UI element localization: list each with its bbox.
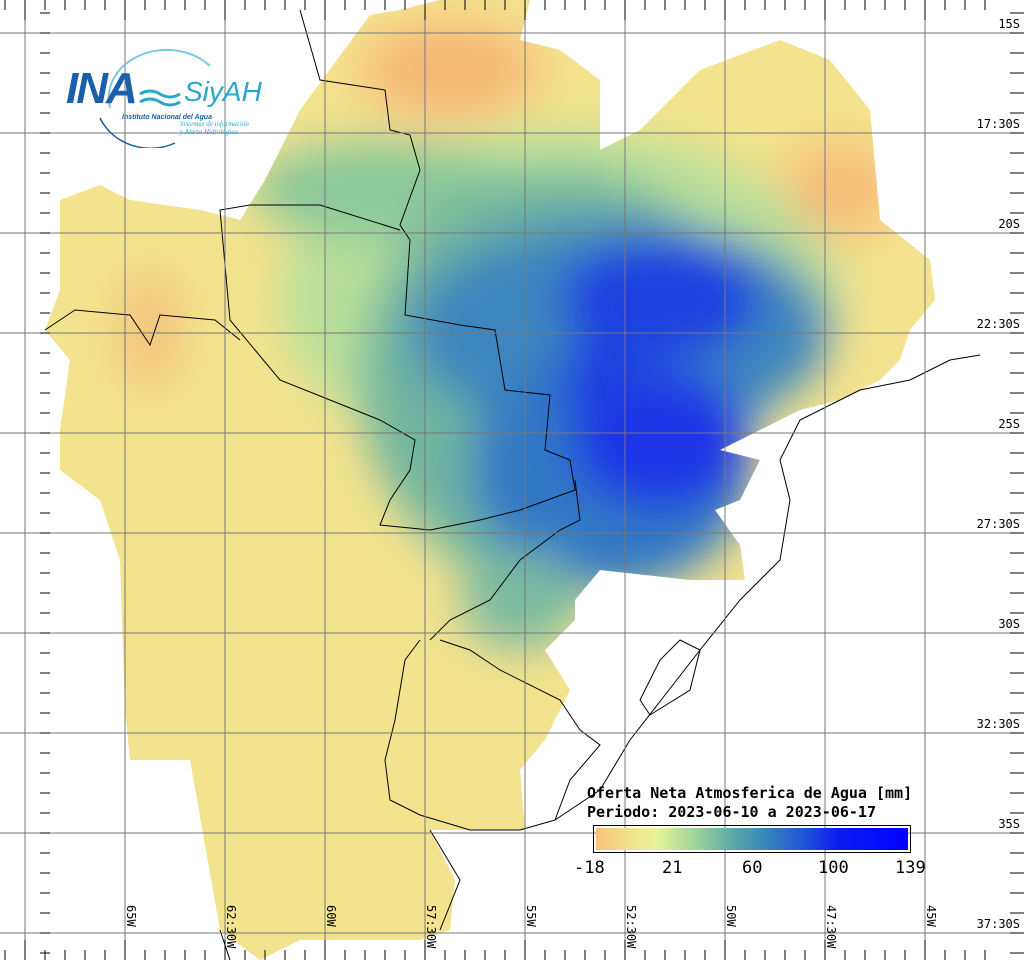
longitude-label: 55W — [524, 905, 538, 927]
latitude-label: 20S — [998, 217, 1020, 231]
longitude-label: 60W — [324, 905, 338, 927]
logo-system-line2: y Alerta Hidrológico — [180, 128, 238, 136]
longitude-label: 57:30W — [424, 905, 438, 949]
legend-title: Oferta Neta Atmosferica de Agua [mm] Peri… — [587, 784, 912, 822]
latitude-label: 27:30S — [976, 517, 1020, 531]
logo-ina-text: INA — [66, 64, 138, 113]
legend-variable: Oferta Neta Atmosferica de Agua [mm] — [587, 784, 913, 802]
political-borders — [44, 9, 981, 960]
latitude-label: 15S — [998, 17, 1020, 31]
latitude-label: 30S — [998, 617, 1020, 631]
latitude-label: 35S — [998, 817, 1020, 831]
logo-siyah-text: SiyAH — [184, 76, 262, 107]
latitude-label: 25S — [998, 417, 1020, 431]
logo-institution: Instituto Nacional del Agua — [122, 114, 212, 121]
axis-ticks — [4, 0, 1024, 960]
longitude-label: 47:30W — [824, 905, 838, 949]
colorbar — [593, 825, 911, 853]
longitude-label: 45W — [924, 905, 938, 927]
logo-system: Sistemas de información y Alerta Hidroló… — [180, 120, 249, 136]
colorbar-tick: 139 — [895, 858, 926, 878]
colorbar-tick: 60 — [742, 858, 763, 878]
latitude-label: 32:30S — [976, 717, 1020, 731]
colorbar-tick: -18 — [574, 858, 605, 878]
longitude-label: 50W — [724, 905, 738, 927]
longitude-label: 52:30W — [624, 905, 638, 949]
colorbar-gradient — [596, 828, 908, 850]
longitude-label: 62:30W — [224, 905, 238, 949]
latitude-label: 37:30S — [976, 917, 1020, 931]
latitude-label: 17:30S — [976, 117, 1020, 131]
colorbar-tick: 21 — [662, 858, 683, 878]
logo-arc-icon — [99, 48, 211, 148]
ina-siyah-logo: INA SiyAH Instituto Nacional del Agua Si… — [60, 48, 280, 148]
longitude-label: 65W — [124, 905, 138, 927]
latitude-label: 22:30S — [976, 317, 1020, 331]
legend-period: Periodo: 2023-06-10 a 2023-06-17 — [587, 803, 876, 821]
colorbar-tick: 100 — [818, 858, 849, 878]
logo-system-line1: Sistemas de información — [180, 120, 249, 128]
